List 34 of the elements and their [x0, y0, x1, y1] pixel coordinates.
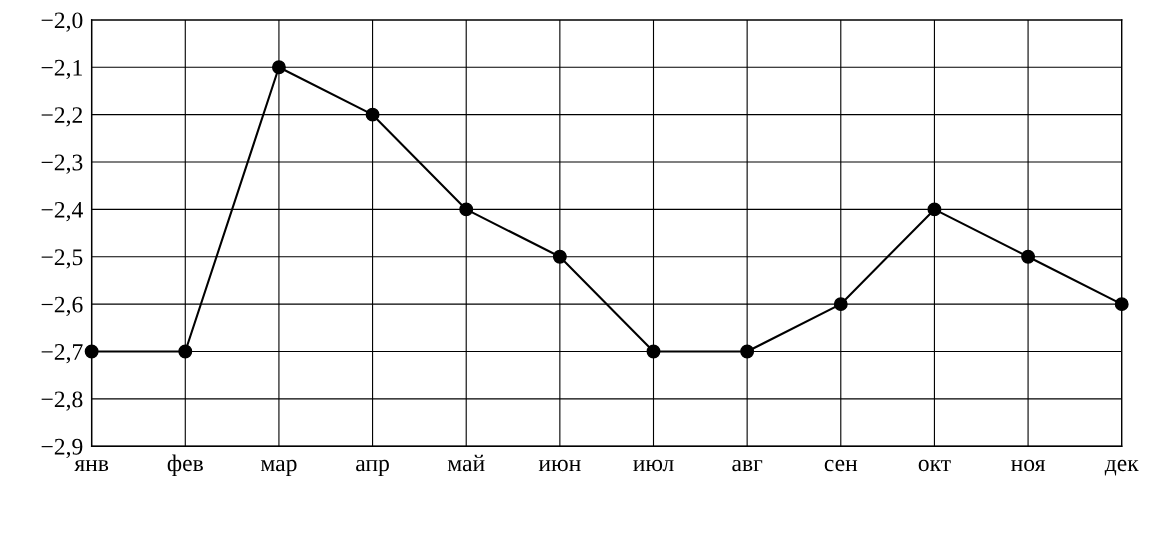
x-tick-label: авг: [732, 459, 763, 472]
point: [178, 344, 193, 359]
y-tick-label: −2,8: [41, 391, 83, 411]
x-tick-label: май: [447, 454, 485, 472]
point: [833, 297, 848, 312]
point: [927, 202, 942, 217]
point: [459, 202, 474, 217]
y-tick-label: −2,1: [41, 59, 82, 80]
x-tick-label: июн: [538, 459, 581, 472]
point: [365, 107, 380, 122]
point: [1021, 249, 1036, 264]
point: [271, 60, 286, 75]
point: [84, 344, 99, 359]
x-tick-label: янв: [74, 460, 109, 471]
x-tick-label: апр: [356, 459, 389, 477]
point: [740, 344, 755, 359]
x-tick-label: сен: [824, 459, 858, 472]
y-tick-label: −2,6: [41, 296, 83, 316]
x-tick-label: дек: [1104, 459, 1139, 476]
y-tick-label: −2,7: [41, 344, 83, 364]
y-tick-label: −2,9: [41, 438, 83, 459]
x-tick-label: мар: [260, 459, 297, 477]
x-tick-label: ноя: [1011, 459, 1046, 472]
x-tick-label: окт: [918, 459, 951, 472]
point: [1114, 297, 1129, 312]
point: [552, 249, 567, 264]
x-tick-label: июл: [633, 459, 674, 472]
point: [646, 344, 661, 359]
x-tick-label: фев: [167, 454, 203, 477]
y-tick-label: −2,0: [41, 12, 83, 32]
y-tick-label: −2,2: [41, 107, 83, 127]
y-tick-label: −2,4: [41, 201, 83, 222]
y-tick-label: −2,5: [41, 249, 83, 269]
y-tick-label: −2,3: [41, 154, 83, 174]
